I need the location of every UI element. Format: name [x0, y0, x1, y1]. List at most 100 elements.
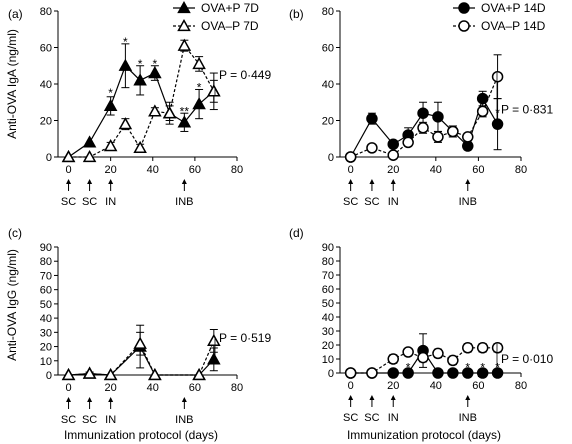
y-tick-label: 0 — [328, 152, 334, 164]
data-point — [344, 367, 357, 379]
panel-b: (b) 0 20 40 60 80 0 20 40 60 80 * P = 0·831 SC SC IN INB… — [289, 1, 553, 208]
data-point — [387, 149, 399, 161]
arrow-head — [348, 395, 354, 400]
immunization-label: SC — [82, 196, 97, 208]
data-point — [476, 367, 489, 379]
data-point — [417, 107, 429, 119]
x-tick-label: 40 — [430, 380, 442, 392]
arrow-head — [181, 397, 187, 402]
immunization-label: INB — [175, 414, 193, 426]
legend-label: OVA–P 14D — [481, 19, 546, 33]
data-point — [366, 112, 378, 125]
significance-mark: * — [153, 57, 158, 71]
arrow-head — [465, 395, 471, 400]
data-point — [344, 151, 357, 163]
data-point — [447, 367, 459, 379]
arrow-head — [87, 397, 93, 402]
y-tick-label: 70 — [40, 270, 52, 282]
y-tick-label: 60 — [40, 43, 52, 55]
arrow-head — [348, 179, 354, 184]
y-tick-label: 80 — [322, 6, 334, 18]
legend-marker — [458, 2, 470, 14]
data-point — [133, 73, 147, 86]
significance-mark: * — [108, 86, 113, 100]
data-point — [432, 367, 444, 379]
series-2 — [61, 328, 221, 381]
data-point — [133, 336, 147, 349]
x-tick-label: 80 — [515, 380, 527, 392]
y-tick-label: 0 — [46, 152, 52, 164]
y-tick-label: 40 — [322, 79, 334, 91]
x-tick-label: 0 — [65, 382, 71, 394]
significance-mark: * — [406, 360, 411, 374]
x-tick-label: 40 — [430, 164, 442, 176]
arrow-head — [465, 179, 471, 184]
series-line — [350, 347, 498, 374]
data-point — [207, 84, 221, 97]
x-tick-label: 80 — [231, 164, 243, 176]
data-point — [118, 58, 133, 71]
significance-mark: * — [138, 57, 143, 71]
y-tick-label: 90 — [322, 242, 334, 254]
data-point — [387, 353, 399, 365]
x-tick-label: 60 — [189, 382, 201, 394]
y-tick-label: 30 — [40, 327, 52, 339]
series-line — [350, 97, 499, 158]
y-tick-label: 50 — [322, 298, 334, 310]
data-point — [476, 105, 489, 118]
x-tick-label: 60 — [189, 164, 201, 176]
y-tick-label: 80 — [322, 256, 334, 268]
data-point — [192, 367, 206, 381]
x-tick-label: 60 — [472, 380, 484, 392]
data-point — [82, 366, 97, 379]
arrow-head — [181, 179, 187, 184]
arrow-head — [66, 179, 72, 184]
y-tick-label: 90 — [40, 242, 52, 254]
y-tick-label: 10 — [322, 354, 334, 366]
panel-label: (c) — [8, 226, 22, 240]
data-point — [148, 104, 162, 117]
data-point — [417, 122, 429, 134]
y-tick-label: 60 — [322, 284, 334, 296]
data-point — [192, 56, 206, 70]
panel-label: (b) — [289, 7, 304, 21]
data-point — [148, 367, 162, 381]
panel-c: (c) 0 10 20 30 40 50 60 70 80 90 0 20 40 60 80 P = 0·519… — [8, 226, 271, 426]
xlabel-right: Immunization protocol (days) — [347, 428, 501, 442]
significance-mark: * — [465, 360, 470, 374]
data-point — [148, 66, 162, 79]
legend-label: OVA–P 7D — [201, 19, 259, 33]
data-point — [491, 70, 504, 83]
immunization-label: SC — [343, 412, 358, 424]
panel-label: (d) — [289, 226, 304, 240]
arrow-head — [390, 395, 396, 400]
panel-label: (a) — [8, 7, 23, 21]
series-line — [68, 44, 215, 158]
immunization-label: SC — [343, 196, 358, 208]
immunization-label: INB — [459, 196, 477, 208]
y-tick-label: 20 — [40, 116, 52, 128]
x-tick-label: 20 — [105, 164, 117, 176]
x-tick-label: 0 — [65, 164, 71, 176]
y-tick-label: 70 — [322, 270, 334, 282]
data-point — [402, 346, 414, 358]
data-point — [402, 367, 414, 379]
data-point — [103, 367, 118, 381]
data-point — [387, 138, 399, 150]
y-tick-label: 0 — [328, 368, 334, 380]
y-tick-label: 50 — [40, 299, 52, 311]
y-tick-label: 80 — [40, 6, 52, 18]
data-point — [432, 347, 444, 360]
y-tick-label: 80 — [40, 256, 52, 268]
x-tick-label: 40 — [147, 164, 159, 176]
x-tick-label: 0 — [348, 380, 354, 392]
data-point — [447, 354, 459, 367]
data-point — [462, 367, 474, 379]
y-tick-label: 40 — [322, 312, 334, 324]
data-point — [491, 342, 504, 354]
x-tick-label: 80 — [515, 164, 527, 176]
legend-label: OVA+P 14D — [481, 1, 546, 15]
pvalue-label: P = 0·449 — [219, 68, 271, 82]
significance-mark: * — [123, 35, 128, 49]
